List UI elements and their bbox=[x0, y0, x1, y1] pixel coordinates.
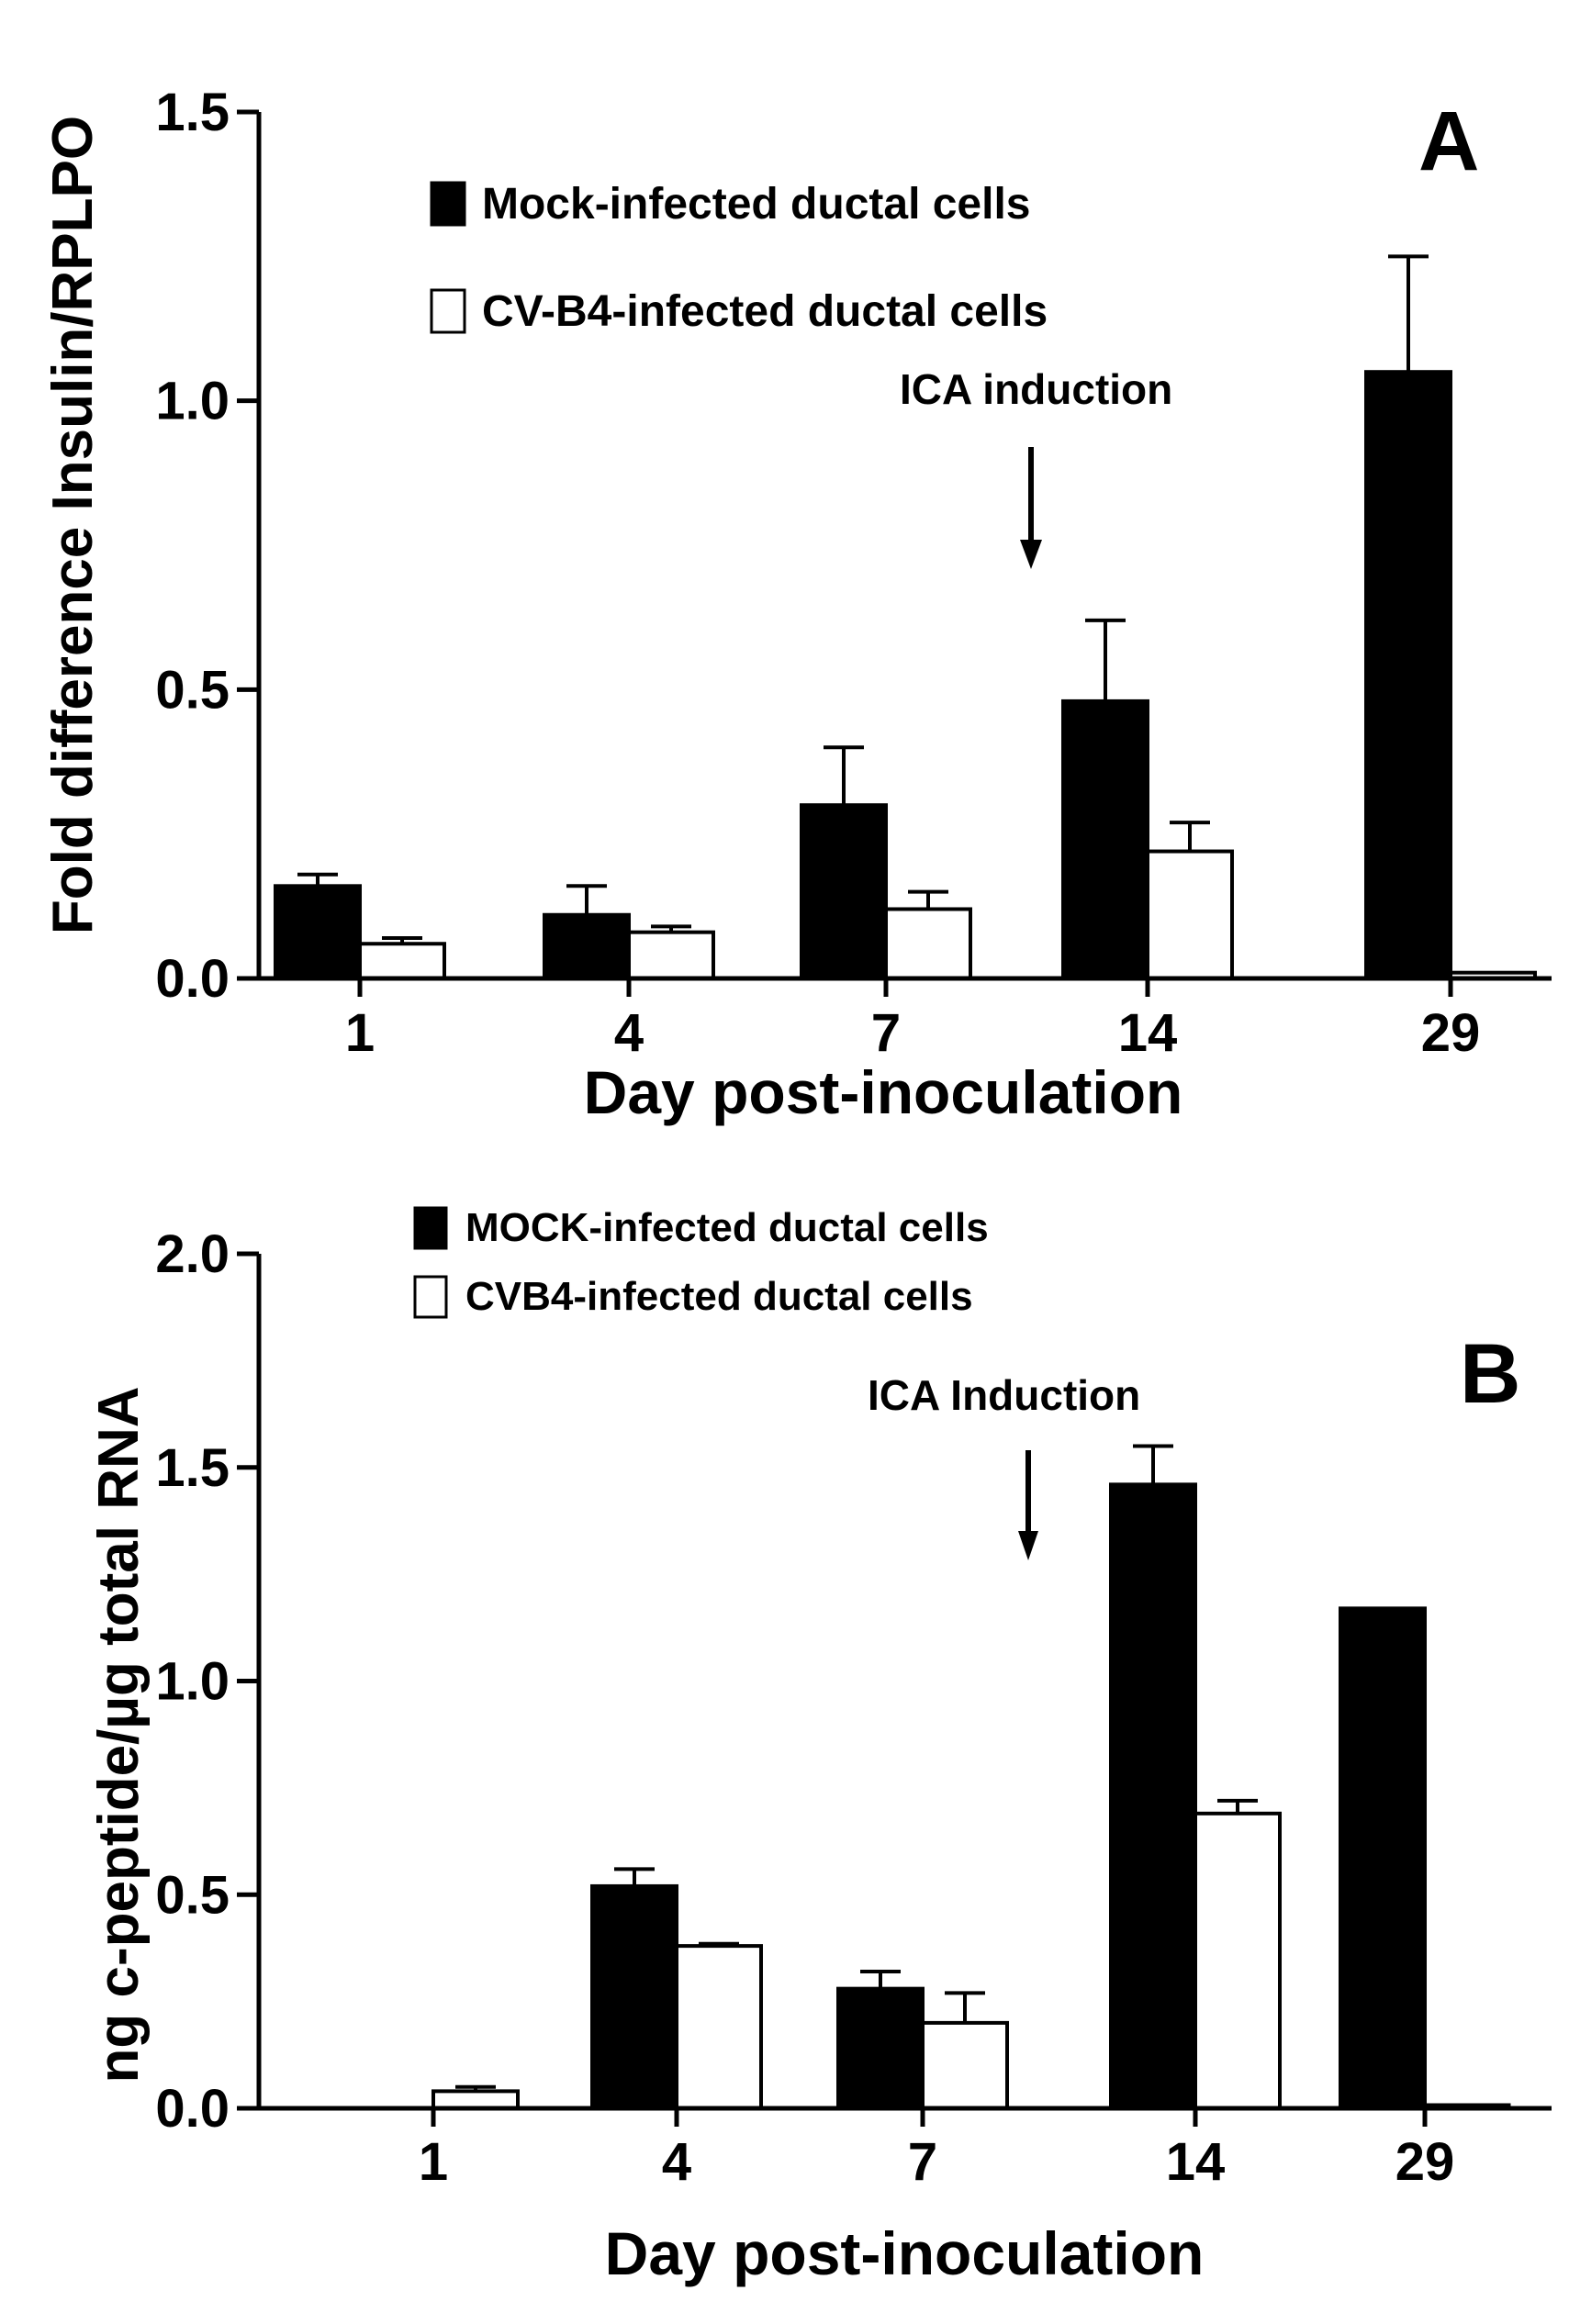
panel-a-xtick-label: 1 bbox=[345, 1003, 375, 1063]
panel-b-xtick-label: 1 bbox=[419, 2132, 448, 2192]
panel-a-error-bars bbox=[297, 254, 1429, 944]
panel-a-x-ticks: 1 4 7 14 29 bbox=[345, 978, 1480, 1063]
panel-a-ytick-label: 0.5 bbox=[155, 660, 230, 720]
panel-a-xtick-label: 4 bbox=[614, 1003, 644, 1063]
panel-b-legend-label-cvb4: CVB4-infected ductal cells bbox=[465, 1274, 973, 1319]
panel-a-bar-s1-1 bbox=[358, 942, 446, 980]
panel-a-axes bbox=[256, 112, 1552, 981]
panel-a-legend-label-cvb4: CV-B4-infected ductal cells bbox=[482, 287, 1048, 336]
panel-a-xtick-label: 29 bbox=[1421, 1003, 1481, 1063]
panel-a-bar-s1-14 bbox=[1146, 849, 1234, 981]
panel-b-bar-s1-14 bbox=[1194, 1811, 1282, 2111]
panel-b-error-bars bbox=[455, 1444, 1258, 2092]
panel-a-bar-s0-29 bbox=[1364, 370, 1452, 980]
panel-b-xtick-label: 29 bbox=[1395, 2132, 1455, 2192]
panel-a-legend-swatch-cvb4 bbox=[430, 288, 466, 334]
panel-b-x-ticks: 1 4 7 14 29 bbox=[419, 2108, 1454, 2192]
panel-a-bars bbox=[274, 370, 1537, 981]
panel-b-bar-s1-1 bbox=[431, 2089, 520, 2110]
panel-a-legend-swatch-mock bbox=[430, 181, 466, 227]
panel-a-xlabel: Day post-inoculation bbox=[584, 1058, 1183, 1126]
panel-a-xtick-label: 7 bbox=[871, 1003, 901, 1063]
panel-a-chart: 0.00.51.01.5 1 4 7 14 29 A Fold difference I… bbox=[41, 83, 1552, 1126]
panel-a-letter: A bbox=[1418, 95, 1479, 188]
panel-a-annotation: ICA induction bbox=[900, 365, 1172, 413]
panel-b-ytick-label: 0.0 bbox=[155, 2079, 230, 2139]
panel-b-xtick-label: 4 bbox=[662, 2132, 691, 2192]
panel-b-legend-swatch-cvb4 bbox=[413, 1275, 448, 1319]
panel-b-xtick-label: 7 bbox=[908, 2132, 937, 2192]
panel-a-ytick-label: 1.0 bbox=[155, 372, 230, 431]
panel-b-bars bbox=[431, 1482, 1511, 2111]
panel-a-ylabel: Fold difference Insulin/RPLPO bbox=[41, 116, 105, 934]
panel-a-ytick-label: 0.0 bbox=[155, 949, 230, 1009]
panel-b-legend-label-mock: MOCK-infected ductal cells bbox=[465, 1205, 989, 1250]
panel-a-legend-label-mock: Mock-infected ductal cells bbox=[482, 180, 1031, 229]
panel-b-bar-s1-4 bbox=[675, 1944, 763, 2111]
panel-a-bar-s1-4 bbox=[627, 930, 715, 980]
panel-b-bar-s0-14 bbox=[1109, 1482, 1197, 2110]
panel-a-annotation-arrow-head bbox=[1020, 540, 1042, 569]
panel-b-annotation: ICA Induction bbox=[868, 1371, 1140, 1419]
panel-b-chart: 0.00.51.01.52.0 1 4 7 14 29 B ng c-peptide/µ… bbox=[87, 1205, 1552, 2287]
panel-a-bar-s0-1 bbox=[274, 884, 362, 980]
panel-b-ytick-label: 2.0 bbox=[155, 1224, 230, 1284]
panel-b-xtick-label: 14 bbox=[1166, 2132, 1226, 2192]
panel-b-xlabel: Day post-inoculation bbox=[605, 2219, 1205, 2287]
panel-b-ytick-label: 1.5 bbox=[155, 1438, 230, 1498]
panel-a-ytick-label: 1.5 bbox=[155, 83, 230, 142]
panel-a-bar-s0-14 bbox=[1061, 698, 1149, 980]
panel-b-ytick-label: 0.5 bbox=[155, 1865, 230, 1925]
panel-b-bar-s0-7 bbox=[836, 1986, 925, 2110]
panel-b-letter: B bbox=[1460, 1327, 1520, 1421]
panel-b-ylabel: ng c-peptide/µg total RNA bbox=[87, 1386, 151, 2083]
panel-b-annotation-arrow-head bbox=[1018, 1531, 1038, 1560]
panel-b-bar-s1-7 bbox=[921, 2020, 1009, 2110]
panel-a-xtick-label: 14 bbox=[1118, 1003, 1178, 1063]
panel-b-bar-s0-4 bbox=[590, 1883, 678, 2110]
panel-a-bar-s0-7 bbox=[800, 803, 888, 981]
panel-b-legend-swatch-mock bbox=[413, 1206, 448, 1250]
panel-b-y-ticks: 0.0 0.5 1.0 1.5 2.0 bbox=[155, 1224, 259, 2139]
panel-a-y-ticks: 0.0 0.5 1.0 1.5 bbox=[155, 83, 259, 1009]
panel-b-bar-s0-29 bbox=[1339, 1606, 1427, 2110]
panel-a-bar-s0-4 bbox=[543, 912, 631, 980]
panel-b-ytick-label: 1.0 bbox=[155, 1652, 230, 1712]
panel-a-bar-s1-7 bbox=[884, 907, 972, 980]
